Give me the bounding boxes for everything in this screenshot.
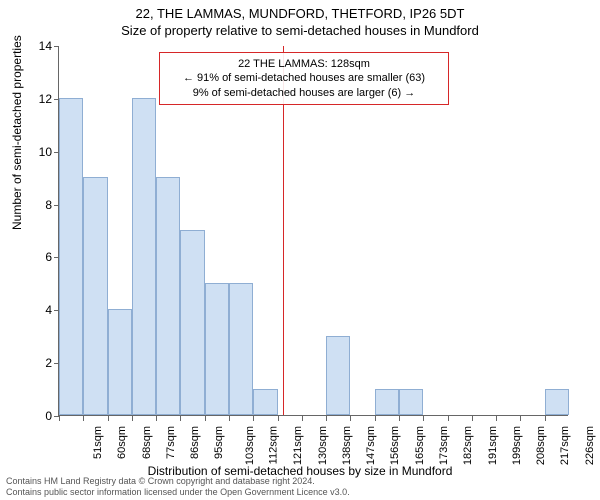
x-tick-mark bbox=[302, 416, 303, 421]
x-tick-mark bbox=[448, 416, 449, 421]
x-tick-label: 147sqm bbox=[365, 426, 377, 465]
x-tick-mark bbox=[108, 416, 109, 421]
histogram-bar bbox=[132, 98, 156, 415]
x-tick-label: 121sqm bbox=[292, 426, 304, 465]
y-tick-label: 10 bbox=[22, 145, 52, 159]
y-tick-mark bbox=[54, 46, 59, 47]
x-tick-label: 217sqm bbox=[560, 426, 572, 465]
histogram-bar bbox=[229, 283, 253, 415]
histogram-bar bbox=[399, 389, 423, 415]
x-tick-mark bbox=[375, 416, 376, 421]
histogram-bar bbox=[180, 230, 204, 415]
x-tick-label: 138sqm bbox=[341, 426, 353, 465]
y-tick-label: 14 bbox=[22, 39, 52, 53]
x-tick-mark bbox=[83, 416, 84, 421]
x-tick-label: 156sqm bbox=[390, 426, 402, 465]
x-tick-mark bbox=[520, 416, 521, 421]
chart-title-main: 22, THE LAMMAS, MUNDFORD, THETFORD, IP26… bbox=[0, 0, 600, 21]
annotation-line: 9% of semi-detached houses are larger (6… bbox=[166, 86, 442, 100]
x-tick-mark bbox=[278, 416, 279, 421]
x-tick-mark bbox=[156, 416, 157, 421]
histogram-bar bbox=[253, 389, 277, 415]
x-tick-mark bbox=[229, 416, 230, 421]
y-tick-label: 4 bbox=[22, 303, 52, 317]
x-tick-label: 77sqm bbox=[165, 426, 177, 459]
y-tick-label: 6 bbox=[22, 250, 52, 264]
x-tick-label: 95sqm bbox=[213, 426, 225, 459]
x-tick-label: 191sqm bbox=[487, 426, 499, 465]
annotation-box: 22 THE LAMMAS: 128sqm← 91% of semi-detac… bbox=[159, 52, 449, 105]
x-tick-label: 86sqm bbox=[189, 426, 201, 459]
x-tick-label: 103sqm bbox=[244, 426, 256, 465]
annotation-line: 22 THE LAMMAS: 128sqm bbox=[166, 57, 442, 71]
x-tick-mark bbox=[399, 416, 400, 421]
footer-attribution: Contains HM Land Registry data © Crown c… bbox=[6, 476, 350, 498]
x-tick-label: 165sqm bbox=[414, 426, 426, 465]
x-tick-label: 199sqm bbox=[511, 426, 523, 465]
chart-title-sub: Size of property relative to semi-detach… bbox=[0, 21, 600, 38]
x-tick-label: 182sqm bbox=[462, 426, 474, 465]
y-tick-label: 2 bbox=[22, 356, 52, 370]
y-tick-label: 0 bbox=[22, 409, 52, 423]
x-tick-mark bbox=[253, 416, 254, 421]
x-tick-mark bbox=[472, 416, 473, 421]
histogram-bar bbox=[545, 389, 569, 415]
footer-line1: Contains HM Land Registry data © Crown c… bbox=[6, 476, 350, 487]
histogram-bar bbox=[156, 177, 180, 415]
x-tick-mark bbox=[350, 416, 351, 421]
chart-container: 0246810121451sqm60sqm68sqm77sqm86sqm95sq… bbox=[58, 46, 568, 416]
x-tick-mark bbox=[180, 416, 181, 421]
x-tick-mark bbox=[545, 416, 546, 421]
histogram-bar bbox=[205, 283, 229, 415]
x-tick-label: 51sqm bbox=[92, 426, 104, 459]
histogram-bar bbox=[83, 177, 107, 415]
y-tick-label: 12 bbox=[22, 92, 52, 106]
x-tick-label: 68sqm bbox=[141, 426, 153, 459]
x-tick-label: 60sqm bbox=[116, 426, 128, 459]
histogram-bar bbox=[108, 309, 132, 415]
plot-area: 0246810121451sqm60sqm68sqm77sqm86sqm95sq… bbox=[58, 46, 568, 416]
x-tick-mark bbox=[423, 416, 424, 421]
x-tick-label: 208sqm bbox=[535, 426, 547, 465]
x-tick-mark bbox=[326, 416, 327, 421]
x-tick-mark bbox=[496, 416, 497, 421]
x-tick-label: 173sqm bbox=[438, 426, 450, 465]
x-tick-mark bbox=[59, 416, 60, 421]
x-tick-mark bbox=[132, 416, 133, 421]
histogram-bar bbox=[59, 98, 83, 415]
x-tick-label: 112sqm bbox=[267, 426, 279, 464]
x-tick-label: 226sqm bbox=[584, 426, 596, 465]
x-tick-label: 130sqm bbox=[317, 426, 329, 465]
annotation-line: ← 91% of semi-detached houses are smalle… bbox=[166, 71, 442, 85]
histogram-bar bbox=[375, 389, 399, 415]
y-tick-label: 8 bbox=[22, 198, 52, 212]
histogram-bar bbox=[326, 336, 350, 415]
x-tick-mark bbox=[205, 416, 206, 421]
footer-line2: Contains public sector information licen… bbox=[6, 487, 350, 498]
